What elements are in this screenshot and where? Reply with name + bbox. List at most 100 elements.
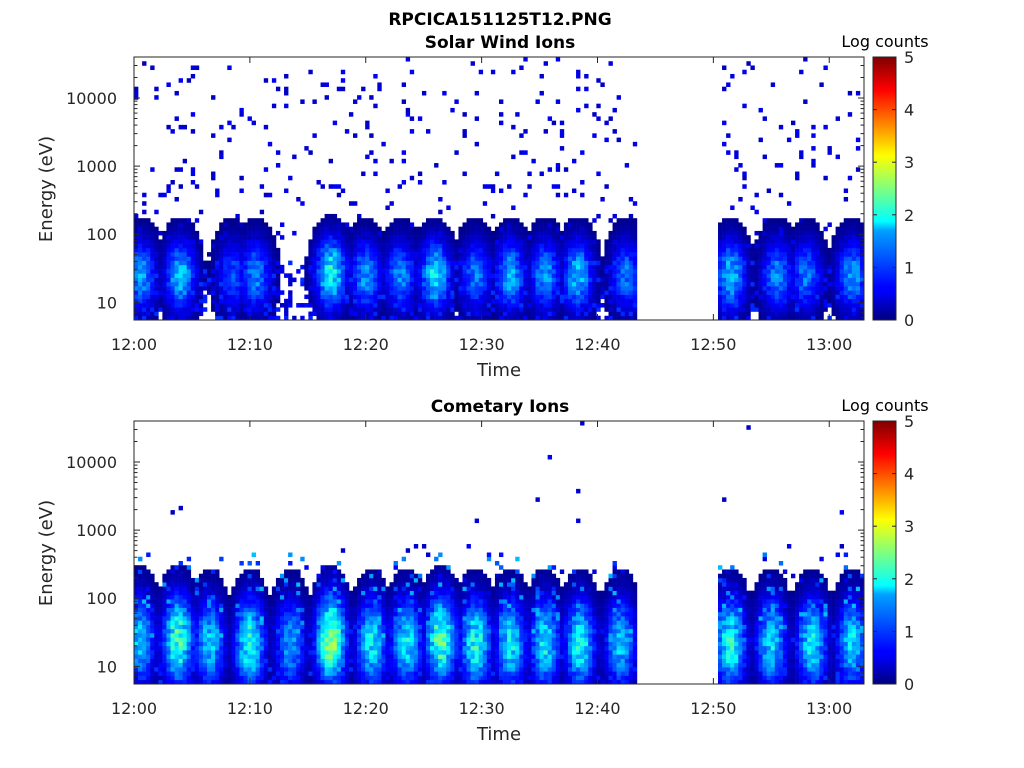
y-axis-label-solar-wind: Energy (eV) (36, 136, 57, 242)
spectrogram-cell (835, 294, 840, 300)
spectrogram-cell (166, 235, 171, 240)
spectrogram-cell (454, 315, 459, 321)
spectrogram-cell (409, 230, 415, 236)
spectrogram-cell (162, 628, 167, 634)
spectrogram-cell (207, 290, 212, 295)
spectrogram-cell (499, 311, 504, 317)
spectrogram-cell (259, 628, 265, 634)
spectrogram-cell (482, 294, 488, 300)
spectrogram-cell (628, 239, 634, 244)
spectrogram-cell (134, 298, 139, 304)
spectrogram-cell (397, 298, 402, 304)
spectrogram-cell (405, 252, 411, 257)
spectrogram-cell (791, 281, 796, 287)
spectrogram-cell (332, 286, 338, 291)
spectrogram-cell (786, 239, 792, 244)
spectrogram-cell (340, 69, 346, 75)
spectrogram-cell (227, 654, 232, 659)
spectrogram-cell (162, 264, 167, 270)
spectrogram-cell (312, 277, 317, 283)
spectrogram-cell (142, 637, 147, 642)
spectrogram-cell (754, 243, 759, 249)
spectrogram-cell (807, 277, 812, 283)
spectrogram-cell (811, 235, 816, 240)
spectrogram-cell (239, 590, 244, 596)
spectrogram-cell (166, 311, 171, 317)
spectrogram-cell (559, 243, 565, 249)
spectrogram-cell (255, 243, 261, 249)
spectrogram-cell (746, 307, 751, 312)
spectrogram-cell (795, 133, 800, 138)
spectrogram-cell (267, 620, 273, 625)
spectrogram-cell (190, 65, 196, 71)
spectrogram-cell (446, 260, 451, 266)
spectrogram-cell (275, 315, 281, 321)
spectrogram-cell (263, 269, 269, 274)
spectrogram-cell (722, 290, 727, 295)
spectrogram-cell (202, 307, 208, 312)
spectrogram-cell (182, 218, 188, 223)
spectrogram-cell (219, 650, 224, 655)
spectrogram-cell (190, 671, 196, 676)
spectrogram-cell (527, 307, 532, 312)
spectrogram-cell (746, 247, 751, 253)
spectrogram-cell (377, 230, 382, 236)
spectrogram-cell (555, 57, 561, 62)
spectrogram-cell (134, 281, 139, 287)
spectrogram-cell (178, 247, 183, 253)
spectrogram-cell (774, 307, 780, 312)
spectrogram-cell (507, 239, 512, 244)
spectrogram-cell (438, 264, 443, 270)
colorbar-tick-label: 5 (904, 48, 914, 67)
spectrogram-cell (263, 235, 269, 240)
spectrogram-cell (328, 269, 334, 274)
spectrogram-cell (207, 269, 212, 274)
spectrogram-cell (426, 298, 431, 304)
spectrogram-cell (442, 281, 447, 287)
spectrogram-cell (296, 303, 301, 308)
spectrogram-cell (474, 277, 480, 283)
spectrogram-cell (421, 281, 427, 287)
spectrogram-cell (154, 86, 159, 92)
spectrogram-cell (336, 307, 342, 312)
spectrogram-cell (340, 303, 346, 308)
spectrogram-cell (344, 273, 350, 278)
spectrogram-cell (231, 662, 236, 668)
spectrogram-cell (397, 235, 402, 240)
spectrogram-cell (150, 607, 155, 613)
spectrogram-cell (194, 269, 200, 274)
spectrogram-cell (393, 298, 398, 304)
spectrogram-cell (146, 586, 151, 591)
spectrogram-cell (381, 315, 386, 321)
spectrogram-cell (726, 286, 731, 291)
spectrogram-cell (839, 243, 845, 249)
spectrogram-cell (551, 264, 557, 270)
spectrogram-cell (474, 303, 480, 308)
spectrogram-cell (624, 273, 630, 278)
spectrogram-cell (499, 273, 504, 278)
spectrogram-cell (754, 286, 759, 291)
spectrogram-cell (770, 218, 776, 223)
spectrogram-cell (417, 171, 423, 177)
spectrogram-cell (799, 294, 804, 300)
spectrogram-cell (839, 286, 845, 291)
spectrogram-cell (438, 307, 443, 312)
spectrogram-cell (186, 311, 192, 317)
spectrogram-cell (166, 277, 171, 283)
spectrogram-cell (198, 303, 204, 308)
spectrogram-cell (734, 286, 739, 291)
spectrogram-cell (166, 307, 171, 312)
spectrogram-cell (154, 252, 159, 257)
x-tick-label: 12:50 (690, 335, 736, 354)
spectrogram-cell (227, 226, 232, 232)
spectrogram-cell (389, 281, 394, 287)
spectrogram-cell (166, 230, 171, 236)
spectrogram-cell (815, 273, 820, 278)
spectrogram-cell (405, 243, 411, 249)
spectrogram-cell (373, 260, 378, 266)
spectrogram-cell (231, 594, 236, 600)
spectrogram-cell (194, 594, 200, 600)
spectrogram-cell (835, 256, 840, 261)
spectrogram-cell (535, 235, 540, 240)
spectrogram-cell (198, 311, 204, 317)
